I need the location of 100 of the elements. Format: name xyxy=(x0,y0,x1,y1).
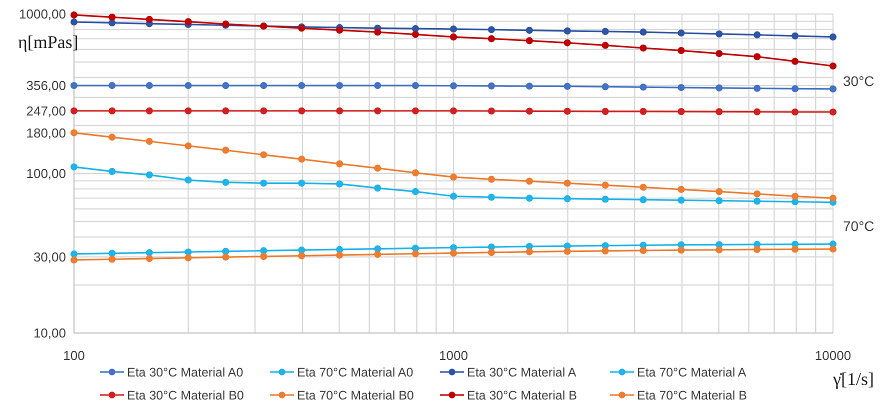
point xyxy=(146,107,153,114)
point xyxy=(184,176,192,184)
point xyxy=(260,252,268,260)
y-tick-label: 10,00 xyxy=(33,326,66,340)
x-tick-label: 100 xyxy=(63,348,85,363)
point xyxy=(146,16,153,23)
point xyxy=(374,107,382,114)
point xyxy=(412,250,420,258)
point xyxy=(374,82,382,90)
point xyxy=(791,108,799,116)
point xyxy=(374,28,382,36)
point xyxy=(412,188,420,196)
point xyxy=(450,33,458,40)
point xyxy=(716,84,723,92)
point xyxy=(791,246,799,253)
point xyxy=(146,138,153,145)
point xyxy=(791,192,799,200)
point xyxy=(564,108,571,115)
point xyxy=(791,198,799,206)
point xyxy=(716,197,723,204)
legend-label: Eta 30°C Material B0 xyxy=(127,388,244,402)
point xyxy=(298,252,306,260)
point xyxy=(412,25,420,32)
point xyxy=(678,196,685,204)
point xyxy=(564,195,571,202)
point xyxy=(450,107,458,114)
legend-label: Eta 70°C Material A0 xyxy=(297,366,414,380)
point xyxy=(108,134,116,141)
point xyxy=(374,250,382,258)
point xyxy=(298,82,306,90)
point xyxy=(640,28,647,36)
point xyxy=(602,247,609,254)
point xyxy=(526,108,533,115)
point xyxy=(184,107,192,114)
point xyxy=(754,31,761,38)
point xyxy=(184,254,192,262)
point xyxy=(108,82,116,90)
y-tick-label: 1000,00 xyxy=(19,6,66,22)
y-tick-label: 30,00 xyxy=(33,249,66,264)
point xyxy=(640,44,647,52)
point xyxy=(450,250,458,257)
point xyxy=(412,82,420,90)
point xyxy=(260,107,268,114)
point xyxy=(526,26,533,34)
point xyxy=(222,82,230,90)
point xyxy=(450,174,458,181)
point xyxy=(754,53,761,60)
point xyxy=(222,254,230,261)
point xyxy=(260,82,268,90)
point xyxy=(716,188,723,196)
text: 30°C xyxy=(843,73,874,89)
point xyxy=(526,37,533,44)
legend-label: Eta 30°C Material A0 xyxy=(127,366,244,380)
point xyxy=(602,108,609,115)
point xyxy=(754,108,761,116)
point xyxy=(374,245,382,252)
point xyxy=(336,107,344,114)
point xyxy=(526,178,533,185)
point xyxy=(791,32,799,40)
point xyxy=(336,82,344,90)
y-tick-label: 356,00 xyxy=(26,78,66,94)
point xyxy=(678,29,685,37)
point xyxy=(754,84,761,92)
point xyxy=(488,194,496,201)
point xyxy=(488,107,496,115)
point xyxy=(564,180,571,187)
point xyxy=(488,26,496,34)
point xyxy=(374,164,382,172)
point xyxy=(336,252,344,259)
point xyxy=(336,160,344,168)
point xyxy=(70,107,78,114)
point xyxy=(488,35,496,42)
point xyxy=(640,196,647,204)
point xyxy=(108,256,116,263)
point xyxy=(108,168,116,175)
point xyxy=(222,248,230,255)
x-tick-label: 10000 xyxy=(814,348,852,363)
y-axis-title: η[mPas] xyxy=(18,32,78,52)
point xyxy=(526,248,533,256)
legend-label: Eta 70°C Material B0 xyxy=(297,388,414,402)
point xyxy=(146,249,153,256)
point xyxy=(108,250,116,257)
x-tick-label: 1000 xyxy=(439,348,468,363)
point xyxy=(184,142,192,150)
point xyxy=(260,247,268,254)
point xyxy=(716,50,723,58)
point xyxy=(829,246,837,253)
point xyxy=(754,190,761,198)
point xyxy=(70,256,78,264)
point xyxy=(716,246,723,254)
point xyxy=(640,108,647,115)
point xyxy=(222,178,230,186)
point xyxy=(412,169,420,176)
point xyxy=(716,30,723,38)
y-tick-label: 247,00 xyxy=(26,103,66,118)
point xyxy=(374,184,382,192)
point xyxy=(791,58,799,65)
point xyxy=(412,30,420,38)
point xyxy=(564,82,571,90)
point xyxy=(70,18,78,26)
